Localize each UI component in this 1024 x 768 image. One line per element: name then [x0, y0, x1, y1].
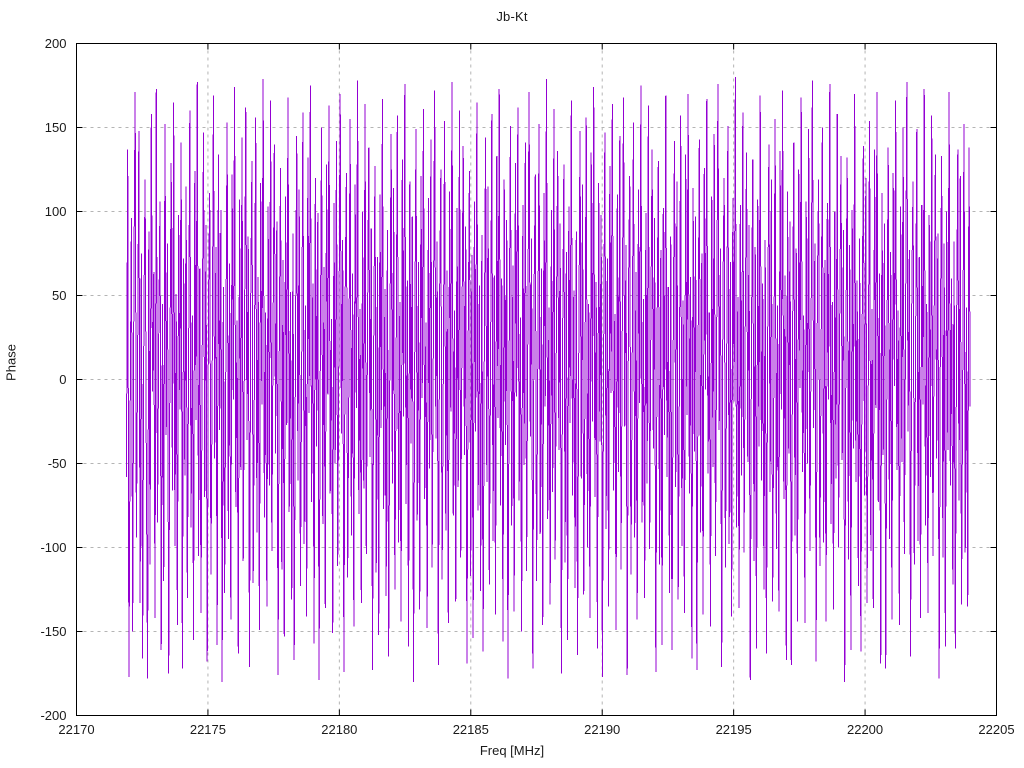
y-tick-label: 200 — [44, 35, 67, 51]
x-axis-title: Freq [MHz] — [479, 743, 545, 758]
data-series — [125, 77, 971, 682]
x-tick-label: 22205 — [978, 721, 1015, 737]
y-tick-label: 50 — [52, 287, 67, 303]
y-tick-label: -50 — [47, 455, 67, 471]
plot-border — [76, 43, 997, 716]
x-tick-label: 22200 — [846, 721, 884, 737]
x-tick-label: 22175 — [189, 721, 226, 737]
chart-title: Jb-Kt — [496, 9, 528, 24]
y-tick-label: -150 — [40, 623, 67, 639]
x-tick-label: 22180 — [321, 721, 358, 737]
x-tick-label: 22195 — [715, 721, 752, 737]
y-tick-label: 100 — [44, 203, 67, 219]
y-tick-label: -100 — [40, 539, 67, 555]
x-tick-label: 22185 — [452, 721, 489, 737]
x-tick-label: 22170 — [58, 721, 95, 737]
y-tick-label: 0 — [59, 371, 67, 387]
y-tick-label: -200 — [40, 707, 67, 723]
x-tick-label: 22190 — [584, 721, 621, 737]
y-tick-label: 150 — [44, 119, 67, 135]
